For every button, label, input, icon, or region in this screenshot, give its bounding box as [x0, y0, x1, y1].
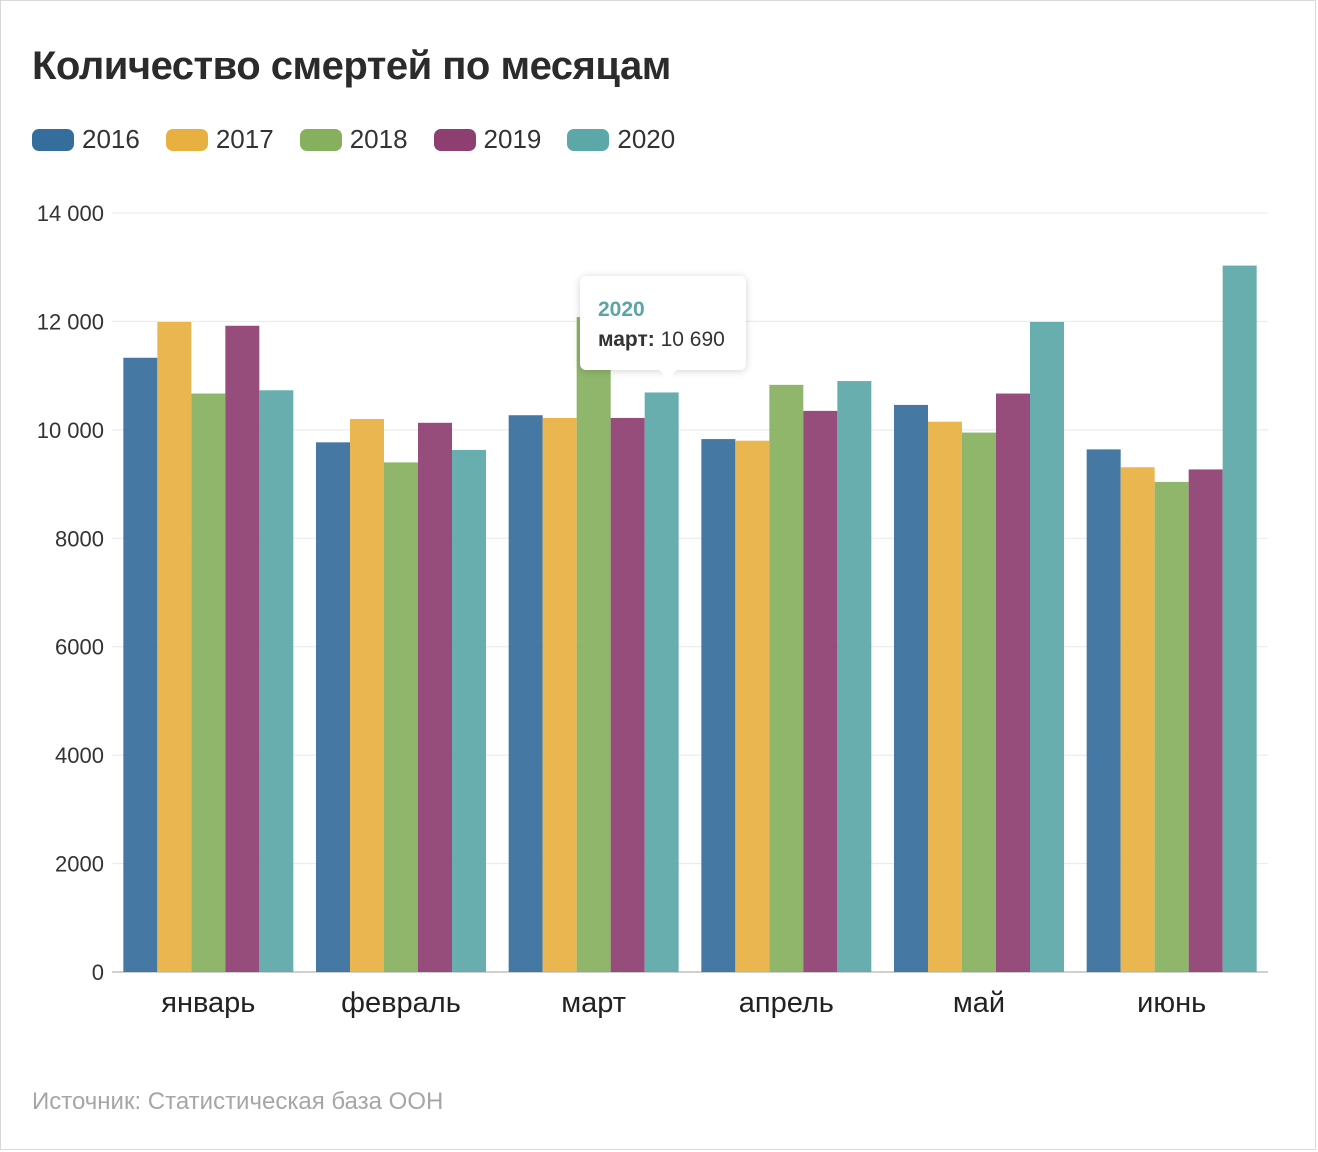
- bar-2019-март[interactable]: [610, 417, 645, 972]
- y-tick-label: 14 000: [37, 201, 104, 226]
- bar-2020-апрель[interactable]: [837, 381, 872, 972]
- legend-label: 2019: [483, 124, 542, 154]
- bar-2020-февраль[interactable]: [452, 449, 486, 972]
- legend-label: 2016: [82, 124, 140, 154]
- bar-2020-март[interactable]: [644, 392, 679, 972]
- bar-2020-январь[interactable]: [259, 390, 294, 972]
- bar-2017-февраль[interactable]: [350, 419, 384, 972]
- bar-2019-май[interactable]: [996, 393, 1030, 972]
- bar-2020-июнь[interactable]: [1222, 265, 1257, 972]
- legend-item-2019[interactable]: 2019: [433, 124, 542, 155]
- source-note: Источник: Статистическая база ООН: [32, 1088, 444, 1115]
- legend-swatch: [165, 128, 208, 151]
- bar-2016-июнь[interactable]: [1086, 449, 1121, 973]
- bar-2019-июнь[interactable]: [1188, 469, 1223, 972]
- bar-2017-апрель[interactable]: [735, 440, 770, 972]
- bar-2017-январь[interactable]: [157, 321, 192, 972]
- x-tick-label: апрель: [739, 987, 834, 1019]
- y-tick-label: 6000: [55, 635, 104, 660]
- y-tick-label: 10 000: [37, 418, 104, 443]
- chart-title: Количество смертей по месяцам: [32, 44, 671, 88]
- bar-2017-март[interactable]: [542, 417, 577, 972]
- bar-2018-июнь[interactable]: [1154, 481, 1189, 972]
- y-tick-label: 2000: [55, 852, 104, 877]
- legend-swatch: [567, 128, 610, 151]
- legend: 2016 2017 2018 2019 2020: [32, 124, 701, 155]
- legend-item-2020[interactable]: 2020: [567, 124, 675, 155]
- y-tick-label: 4000: [55, 743, 104, 768]
- bar-2018-апрель[interactable]: [769, 384, 804, 973]
- x-tick-label: май: [953, 987, 1005, 1019]
- legend-swatch: [433, 128, 476, 151]
- bar-2018-май[interactable]: [962, 432, 996, 972]
- bar-2017-май[interactable]: [928, 421, 962, 973]
- bar-2016-январь[interactable]: [123, 357, 158, 972]
- y-tick-label: 8000: [55, 526, 104, 551]
- x-tick-label: июнь: [1137, 987, 1206, 1019]
- bar-2016-март[interactable]: [508, 415, 543, 972]
- bar-2018-январь[interactable]: [191, 393, 226, 972]
- bar-2019-апрель[interactable]: [803, 410, 838, 972]
- bar-2018-февраль[interactable]: [384, 462, 418, 972]
- bar-2016-май[interactable]: [894, 404, 928, 972]
- bar-2020-май[interactable]: [1030, 321, 1064, 972]
- tooltip-month: март:: [598, 328, 655, 351]
- tooltip: 2020 март: 10 690: [580, 276, 746, 370]
- tooltip-year: 2020: [598, 298, 645, 321]
- tooltip-value-line: март: 10 690: [598, 328, 725, 352]
- legend-item-2018[interactable]: 2018: [299, 124, 408, 155]
- y-tick-label: 0: [92, 960, 104, 985]
- legend-item-2017[interactable]: 2017: [165, 124, 274, 155]
- x-tick-label: январь: [161, 987, 255, 1019]
- bar-2019-февраль[interactable]: [418, 422, 452, 972]
- legend-label: 2020: [617, 124, 676, 154]
- legend-swatch: [32, 128, 74, 151]
- legend-label: 2017: [215, 124, 274, 154]
- y-tick-label: 12 000: [37, 309, 104, 334]
- legend-label: 2018: [349, 124, 408, 154]
- bar-2016-февраль[interactable]: [316, 442, 350, 972]
- bar-2019-январь[interactable]: [225, 325, 260, 972]
- legend-swatch: [299, 128, 342, 151]
- bar-2017-июнь[interactable]: [1120, 467, 1155, 972]
- legend-item-2016[interactable]: 2016: [32, 124, 140, 155]
- bar-2016-апрель[interactable]: [701, 439, 736, 972]
- bar-2018-март[interactable]: [576, 317, 611, 972]
- tooltip-arrow: [656, 366, 680, 380]
- x-tick-label: март: [561, 987, 626, 1019]
- tooltip-value: 10 690: [660, 328, 725, 351]
- x-tick-label: февраль: [341, 987, 461, 1019]
